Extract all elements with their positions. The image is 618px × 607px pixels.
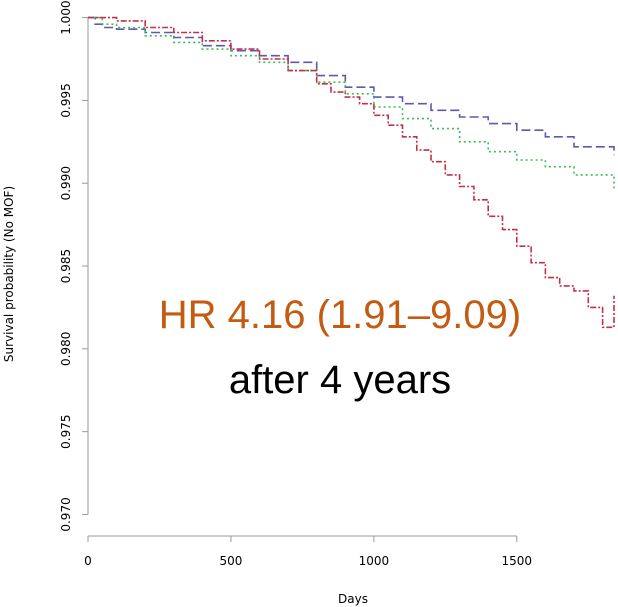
y-ticks: 0.970 0.975 0.980 0.985 0.990 0.995 1.000 — [59, 0, 88, 532]
survival-curve-2 — [88, 16, 615, 189]
y-tick-label: 0.990 — [59, 166, 73, 200]
x-ticks: 0 500 1000 1500 — [84, 536, 532, 568]
y-tick-label: 0.970 — [59, 497, 73, 531]
y-tick-label: 0.980 — [59, 332, 73, 366]
y-tick-label: 0.975 — [59, 414, 73, 448]
x-tick-label: 0 — [84, 554, 92, 568]
series-layer — [88, 16, 615, 329]
time-annotation: after 4 years — [229, 358, 451, 402]
y-tick-label: 1.000 — [59, 0, 73, 34]
survival-curve-1 — [88, 16, 615, 156]
survival-curve-3 — [88, 16, 615, 329]
x-tick-label: 1500 — [502, 554, 533, 568]
x-tick-label: 500 — [219, 554, 242, 568]
y-tick-label: 0.995 — [59, 83, 73, 117]
hazard-ratio-annotation: HR 4.16 (1.91–9.09) — [159, 293, 521, 337]
x-tick-label: 1000 — [359, 554, 390, 568]
y-axis-title: Survival probability (No MOF) — [2, 186, 16, 362]
y-tick-label: 0.985 — [59, 249, 73, 283]
x-axis-title: Days — [338, 592, 368, 606]
